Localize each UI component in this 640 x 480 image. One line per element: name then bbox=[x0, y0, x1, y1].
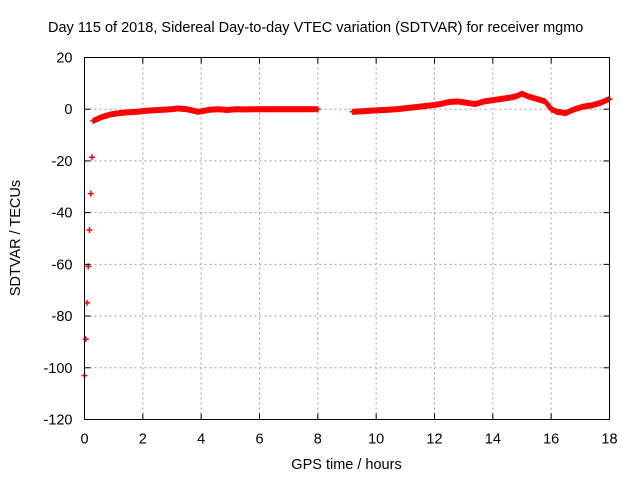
y-tick-label: -80 bbox=[52, 309, 73, 325]
x-tick-label: 8 bbox=[314, 432, 322, 448]
y-tick-label: -100 bbox=[43, 361, 72, 377]
data-point bbox=[605, 96, 612, 103]
x-tick-label: 16 bbox=[543, 432, 559, 448]
x-tick-label: 14 bbox=[485, 432, 501, 448]
y-tick-label: -40 bbox=[52, 206, 73, 222]
data-point bbox=[87, 190, 94, 197]
y-tick-labels: 20 0 -20 -40 -60 -80 -100 -120 bbox=[43, 51, 72, 429]
x-tick-label: 2 bbox=[139, 432, 147, 448]
x-axis-label: GPS time / hours bbox=[291, 457, 402, 473]
data-point bbox=[313, 106, 320, 113]
y-tick-label: 0 bbox=[64, 102, 72, 118]
y-axis-label: SDTVAR / TECUs bbox=[8, 179, 24, 297]
plot-frame bbox=[84, 57, 610, 420]
y-tick-label: -120 bbox=[43, 413, 72, 429]
x-tick-label: 6 bbox=[255, 432, 263, 448]
x-tick-label: 0 bbox=[80, 432, 88, 448]
data-point bbox=[86, 227, 93, 234]
x-tick-label: 4 bbox=[197, 432, 205, 448]
y-tick-label: -20 bbox=[52, 154, 73, 170]
x-tick-label: 12 bbox=[426, 432, 442, 448]
data-point bbox=[82, 336, 89, 343]
x-tick-label: 18 bbox=[601, 432, 617, 448]
data-point bbox=[89, 154, 95, 161]
chart-title: Day 115 of 2018, Sidereal Day-to-day VTE… bbox=[48, 20, 584, 36]
x-tick-labels: 0 2 4 6 8 10 12 14 16 18 bbox=[80, 432, 617, 448]
y-tick-label: -60 bbox=[52, 257, 73, 273]
grid-lines bbox=[84, 57, 610, 420]
y-tick-label: 20 bbox=[56, 51, 72, 67]
x-tick-label: 10 bbox=[368, 432, 384, 448]
axis-ticks bbox=[84, 57, 610, 420]
data-points bbox=[81, 90, 613, 379]
